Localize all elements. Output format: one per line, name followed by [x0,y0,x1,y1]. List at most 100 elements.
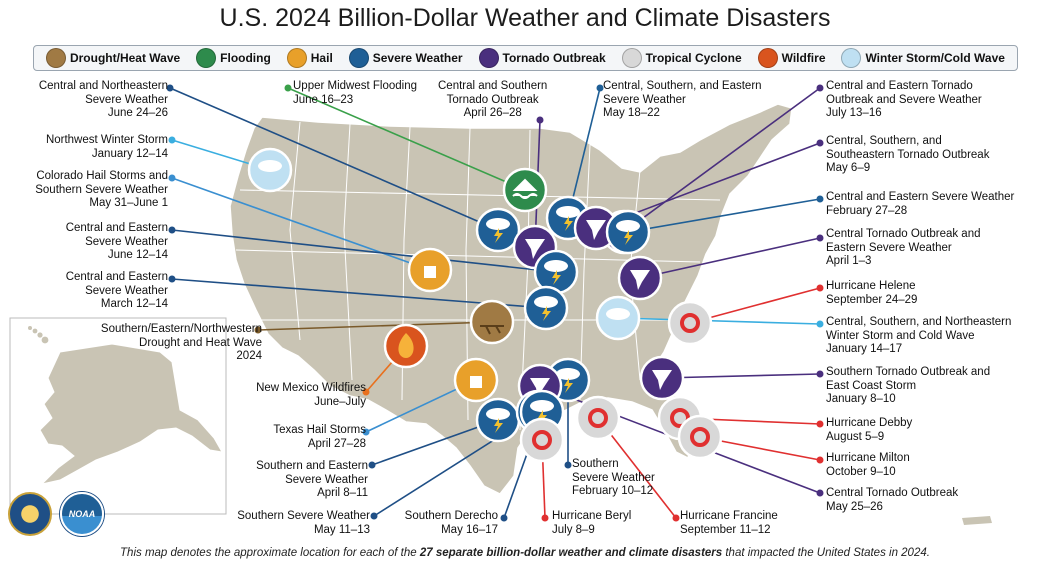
leader-dot [362,388,370,396]
event-name: Southern Derecho [404,510,498,522]
event-label: Central and Southern Tornado Outbreak Apr… [438,80,547,121]
hail-icon [453,357,499,403]
event-label: New Mexico Wildfires June–July [256,382,366,409]
event-name: Central and Eastern Severe Weather [65,222,168,248]
leader-line [661,373,821,379]
event-name: Hurricane Beryl [552,510,632,522]
severe-weather-icon [348,48,369,68]
severe-weather-icon [605,209,651,255]
event-date: April 26–28 [463,107,522,119]
event-label: Central and Eastern Tornado Outbreak and… [826,80,982,121]
event-label: Upper Midwest Flooding June 16–23 [293,80,417,107]
event-name: Central and Eastern Severe Weather [65,271,168,297]
event-label: Central Tornado Outbreak and Eastern Sev… [826,228,981,269]
doc-seal-icon [8,492,52,536]
leader-dot [816,284,824,292]
leader-dot [368,461,376,469]
leader-dot [500,514,508,522]
footnote-suffix: that impacted the United States in 2024. [722,547,930,559]
tropical-cyclone-icon [575,395,621,441]
event-label: Central, Southern, and Southeastern Torn… [826,135,989,176]
legend-item-drought: Drought/Heat Wave [45,48,180,68]
tornado-icon [639,355,685,401]
legend-item-flooding: Flooding [196,48,271,68]
event-date: April 27–28 [307,437,366,450]
event-label: Central Tornado Outbreak May 25–26 [826,487,958,514]
leader-dot [370,512,378,520]
event-label: Southern Severe Weather February 10–12 [572,458,655,499]
winter-storm-icon [595,295,641,341]
leader-dot [168,275,176,283]
event-date: May 31–June 1 [89,197,168,209]
tropical-cyclone-icon [519,417,565,463]
leader-dot [284,84,292,92]
legend-label: Severe Weather [372,51,463,65]
legend-item-winter-storm: Winter Storm/Cold Wave [841,48,1005,68]
event-date: August 5–9 [826,430,885,443]
event-name: Central, Southern, and Southeastern Torn… [826,135,990,161]
noaa-logo-text: NOAA [68,509,96,519]
flooding-icon [196,48,217,68]
event-name: Central, Southern, and Northeastern Wint… [826,316,1012,342]
event-name: Southern Tornado Outbreak and East Coast… [826,366,991,392]
alaska-shape [39,343,223,485]
hail-icon [407,247,453,293]
legend-item-tornado: Tornado Outbreak [478,48,606,68]
event-date: February 10–12 [572,485,654,497]
alaska-inset-frame [9,317,227,515]
winter-storm-icon [841,48,862,68]
event-label: Hurricane Helene September 24–29 [826,280,917,307]
leader-dot [362,428,370,436]
legend: Drought/Heat Wave Flooding Hail Severe Weat… [33,45,1018,71]
hawaii-shape [28,326,49,344]
leader-line [627,198,821,233]
winter-storm-icon [247,147,293,193]
event-name: Southern/Eastern/Northwestern Drought an… [100,323,262,349]
tornado-icon [478,48,499,68]
legend-label: Winter Storm/Cold Wave [865,51,1005,65]
event-name: Central and Southern Tornado Outbreak [438,80,548,106]
event-date: September 24–29 [826,293,918,306]
event-name: Southern Severe Weather [237,510,370,522]
leader-line [171,177,431,271]
event-name: Central Tornado Outbreak [826,487,959,499]
leader-dot [168,136,176,144]
event-name: Colorado Hail Storms and Southern Severe… [35,170,168,196]
wildfire-icon [383,323,429,369]
hail-icon [286,48,307,68]
event-date: March 12–14 [100,298,168,310]
leader-dot [564,461,572,469]
event-date: May 16–17 [441,523,498,536]
event-name: Central Tornado Outbreak and Eastern Sev… [826,228,981,254]
leader-dot [166,84,174,92]
event-label: Colorado Hail Storms and Southern Severe… [35,170,168,211]
event-label: Southern/Eastern/Northwestern Drought an… [101,323,262,364]
leader-line [567,87,601,219]
event-date: May 6–9 [826,162,871,174]
legend-label: Flooding [220,51,271,65]
wildfire-icon [757,48,778,68]
flooding-icon [502,167,548,213]
event-name: Hurricane Francine [680,510,778,522]
event-date: June 12–14 [107,249,168,261]
leader-line [169,87,499,231]
event-date: April 1–3 [826,255,872,267]
legend-label: Hail [310,51,333,65]
event-name: Central and Northeastern Severe Weather [38,80,168,106]
legend-item-tropical-cyclone: Tropical Cyclone [621,48,742,68]
leader-dot [816,320,824,328]
leader-line [617,317,821,325]
event-label: Central and Northeastern Severe Weather J… [39,80,168,121]
event-date: July 13–16 [826,107,882,119]
event-name: Southern and Eastern Severe Weather [256,460,368,486]
event-label: Central and Eastern Severe Weather March … [66,271,168,312]
event-label: Hurricane Debby August 5–9 [826,417,912,444]
event-name: Hurricane Helene [826,280,916,292]
event-name: Upper Midwest Flooding [293,80,418,92]
event-label: Central and Eastern Severe Weather Februa… [826,191,1014,218]
drought-icon [469,299,515,345]
event-date: October 9–10 [826,465,896,478]
event-date: April 8–11 [317,487,368,499]
event-date: September 11–12 [680,523,771,536]
